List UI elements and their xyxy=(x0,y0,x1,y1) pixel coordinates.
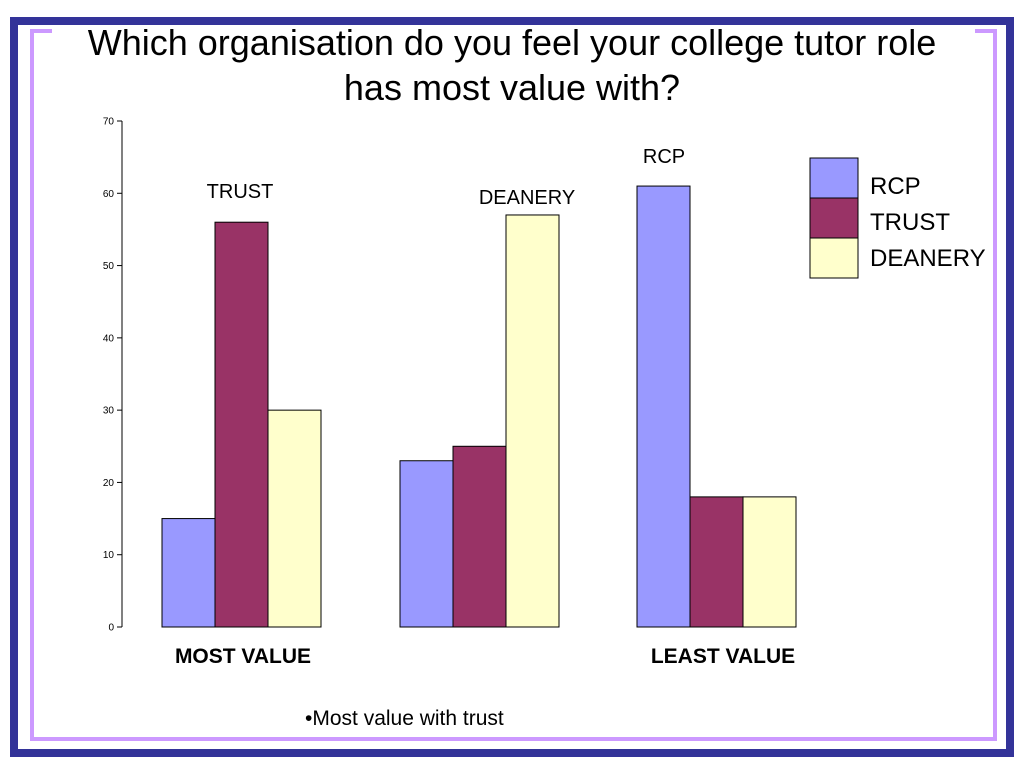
legend-swatch-rcp xyxy=(809,157,859,199)
frame-accent-right xyxy=(993,29,997,741)
legend-swatch-deanery xyxy=(809,237,859,279)
bar-trust-3 xyxy=(689,496,744,628)
bar-rcp-2 xyxy=(399,460,454,628)
y-tick-label: 50 xyxy=(103,261,115,272)
frame-border-right xyxy=(1006,17,1014,757)
bar-annotation: RCP xyxy=(643,146,685,168)
bar-trust-1 xyxy=(214,221,269,628)
bar-rcp-3 xyxy=(636,185,691,628)
frame-border-left xyxy=(10,17,18,757)
y-tick-label: 70 xyxy=(103,117,115,128)
y-tick-label: 30 xyxy=(103,406,115,417)
bar-deanery-3 xyxy=(742,496,797,628)
frame-accent-bottom xyxy=(30,737,997,741)
y-tick-label: 20 xyxy=(103,478,115,489)
bar-rcp-1 xyxy=(161,518,216,628)
legend-swatch-trust xyxy=(809,197,859,239)
bar-trust-2 xyxy=(452,445,507,628)
legend-label: RCP xyxy=(870,173,921,200)
y-tick-label: 60 xyxy=(103,189,115,200)
bar-deanery-1 xyxy=(267,409,322,628)
frame-border-bottom xyxy=(10,749,1014,757)
frame-accent-left xyxy=(30,29,34,741)
bar-deanery-2 xyxy=(505,214,560,628)
category-label: LEAST VALUE xyxy=(651,645,795,668)
bar-annotation: TRUST xyxy=(207,181,274,203)
legend-label: TRUST xyxy=(870,209,950,236)
y-tick-label: 40 xyxy=(103,333,115,344)
y-tick-label: 10 xyxy=(103,550,115,561)
category-label: MOST VALUE xyxy=(175,645,311,668)
frame-border-top xyxy=(10,17,1014,25)
bar-annotation: DEANERY xyxy=(479,187,575,209)
legend-label: DEANERY xyxy=(870,245,986,272)
frame-accent-top-right xyxy=(975,29,997,33)
slide-title: Which organisation do you feel your coll… xyxy=(87,22,937,108)
bullet-note: •Most value with trust xyxy=(305,707,504,730)
y-tick-label: 0 xyxy=(108,623,114,634)
frame-accent-top-left xyxy=(30,29,52,33)
